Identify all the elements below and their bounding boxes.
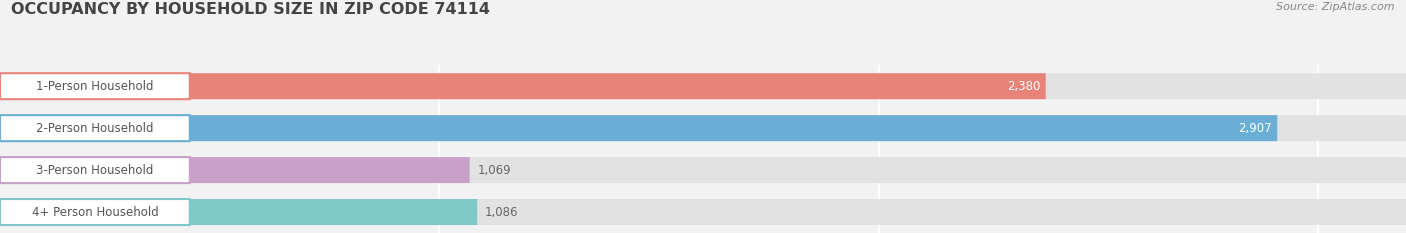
FancyBboxPatch shape (0, 115, 190, 141)
Text: 1-Person Household: 1-Person Household (37, 80, 153, 93)
Text: 2,380: 2,380 (1007, 80, 1040, 93)
FancyBboxPatch shape (0, 115, 1406, 141)
Text: OCCUPANCY BY HOUSEHOLD SIZE IN ZIP CODE 74114: OCCUPANCY BY HOUSEHOLD SIZE IN ZIP CODE … (11, 2, 491, 17)
Text: 4+ Person Household: 4+ Person Household (31, 206, 159, 219)
FancyBboxPatch shape (0, 157, 470, 183)
FancyBboxPatch shape (0, 199, 190, 225)
Text: 3-Person Household: 3-Person Household (37, 164, 153, 177)
FancyBboxPatch shape (0, 73, 1046, 99)
FancyBboxPatch shape (0, 199, 477, 225)
FancyBboxPatch shape (0, 199, 1406, 225)
Text: 1,086: 1,086 (485, 206, 519, 219)
Text: Source: ZipAtlas.com: Source: ZipAtlas.com (1277, 2, 1395, 12)
FancyBboxPatch shape (0, 73, 1406, 99)
FancyBboxPatch shape (0, 115, 1277, 141)
Text: 1,069: 1,069 (478, 164, 512, 177)
Text: 2,907: 2,907 (1239, 122, 1272, 135)
FancyBboxPatch shape (0, 157, 1406, 183)
Text: 2-Person Household: 2-Person Household (37, 122, 153, 135)
FancyBboxPatch shape (0, 73, 190, 99)
FancyBboxPatch shape (0, 157, 190, 183)
